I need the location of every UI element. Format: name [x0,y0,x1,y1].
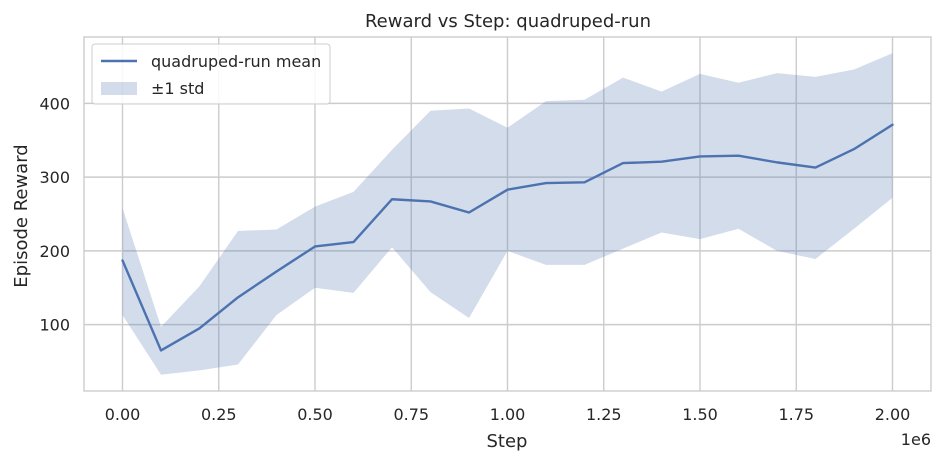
y-tick-label: 300 [39,168,70,187]
legend-swatch-std-band [101,82,137,95]
x-tick-label: 1.50 [682,405,718,424]
y-tick-label: 100 [39,316,70,335]
y-tick-label: 400 [39,94,70,113]
std-band-layer [122,53,893,375]
std-band [122,53,893,375]
plot-frame [83,36,932,392]
x-axis-title: Step [487,431,528,452]
mean-line [121,123,894,352]
chart-title: Reward vs Step: quadruped-run [365,11,651,32]
legend: quadruped-run mean ±1 std [91,43,331,105]
x-tick-label: 0.75 [393,405,429,424]
x-tick-labels: 0.00 0.25 0.50 0.75 1.00 1.25 1.50 1.75 2.00 [105,405,911,424]
x-tick-label: 0.50 [297,405,333,424]
y-axis-title: Episode Reward [11,144,32,287]
x-tick-label: 1.00 [490,405,526,424]
y-tick-label: 200 [39,242,70,261]
x-tick-label: 1.75 [778,405,814,424]
x-tick-label: 1.25 [586,405,622,424]
x-tick-label: 0.00 [105,405,141,424]
mean-line-layer [121,123,894,352]
legend-label-mean: quadruped-run mean [151,52,321,71]
legend-label-std: ±1 std [151,79,204,98]
y-tick-labels: 100 200 300 400 [39,94,70,334]
x-tick-label: 2.00 [875,405,911,424]
legend-box [91,43,331,105]
x-axis-offset-label: 1e6 [901,430,931,449]
x-tick-label: 0.25 [201,405,237,424]
